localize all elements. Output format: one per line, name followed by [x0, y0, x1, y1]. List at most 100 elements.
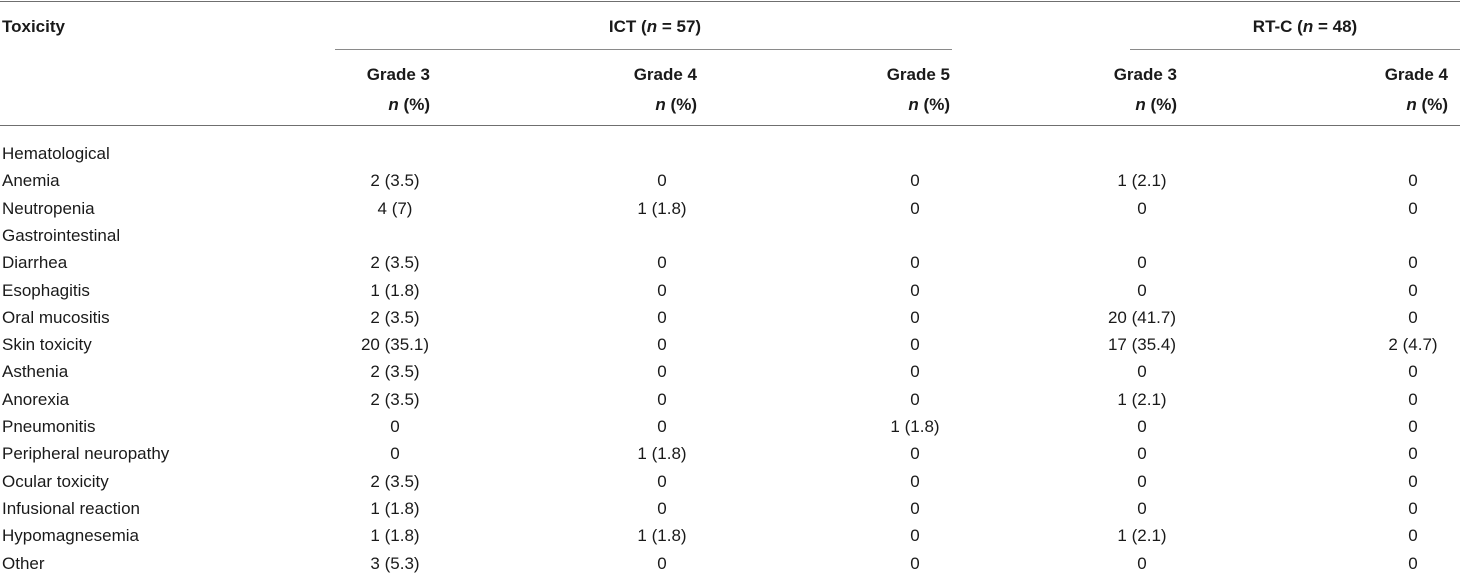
table-cell: 0	[1137, 281, 1147, 300]
table-cell: 0	[1408, 199, 1418, 218]
row-label: Ocular toxicity	[2, 472, 109, 491]
table-cell: 1 (1.8)	[637, 526, 687, 545]
table-cell: 0	[910, 335, 920, 354]
table-cell: 0	[910, 281, 920, 300]
table-cell: 0	[1137, 417, 1147, 436]
unit-pct: (%)	[1150, 95, 1177, 114]
unit-n: n	[388, 95, 399, 114]
table-cell: 0	[910, 554, 920, 573]
table-cell: 0	[657, 472, 667, 491]
table-cell: 2 (3.5)	[370, 253, 420, 272]
table-cell: 0	[910, 526, 920, 545]
table-cell: 0	[1137, 472, 1147, 491]
row-label: Esophagitis	[2, 281, 90, 300]
table-cell: 0	[657, 308, 667, 327]
grade-header-5: Grade 4	[1384, 65, 1448, 84]
row-label: Asthenia	[2, 362, 69, 381]
grade-header-3: Grade 5	[886, 65, 950, 84]
group-header-ict: ICT (n = 57)	[608, 17, 702, 36]
table-cell: 4 (7)	[377, 199, 413, 218]
table-cell: 1 (2.1)	[1117, 390, 1167, 409]
table-cell: 0	[1137, 444, 1147, 463]
row-label: Oral mucositis	[2, 308, 110, 327]
table-cell: 0	[1137, 362, 1147, 381]
unit-n: n	[655, 95, 666, 114]
row-label: Infusional reaction	[2, 499, 140, 518]
row-label: Anemia	[2, 171, 60, 190]
table-cell: 0	[910, 362, 920, 381]
table-cell: 0	[657, 335, 667, 354]
table-cell: 1 (1.8)	[637, 199, 687, 218]
row-header-label: Toxicity	[2, 17, 65, 36]
row-label: Anorexia	[2, 390, 70, 409]
table-cell: 0	[1408, 281, 1418, 300]
unit-pct: (%)	[670, 95, 697, 114]
rtc-group-underline	[1130, 49, 1460, 50]
table-cell: 1 (2.1)	[1117, 526, 1167, 545]
row-label: Skin toxicity	[2, 335, 92, 354]
table-cell: 0	[1137, 253, 1147, 272]
table-cell: 0	[1408, 444, 1418, 463]
table-cell: 0	[1408, 171, 1418, 190]
table-cell: 0	[390, 444, 400, 463]
table-cell: 0	[1408, 499, 1418, 518]
table-cell: 1 (1.8)	[637, 444, 687, 463]
unit-header-1: n (%)	[388, 95, 430, 115]
table-cell: 0	[657, 362, 667, 381]
table-cell: 20 (35.1)	[360, 335, 430, 354]
row-label: Diarrhea	[2, 253, 68, 272]
row-label: Hypomagnesemia	[2, 526, 140, 545]
unit-header-3: n (%)	[908, 95, 950, 115]
unit-pct: (%)	[1421, 95, 1448, 114]
grade-header-2: Grade 4	[633, 65, 697, 84]
table-cell: 3 (5.3)	[370, 554, 420, 573]
table-cell: 0	[910, 499, 920, 518]
table-cell: 0	[910, 308, 920, 327]
table-cell: 1 (1.8)	[370, 281, 420, 300]
table-cell: 0	[1408, 472, 1418, 491]
row-label: Hematological	[2, 144, 110, 163]
table-cell: 1 (2.1)	[1117, 171, 1167, 190]
unit-pct: (%)	[403, 95, 430, 114]
unit-header-4: n (%)	[1135, 95, 1177, 115]
table-cell: 0	[657, 499, 667, 518]
row-label: Peripheral neuropathy	[2, 444, 170, 463]
table-cell: 0	[1408, 362, 1418, 381]
table-cell: 0	[1408, 417, 1418, 436]
group-header-rtc: RT-C (n = 48)	[1252, 17, 1358, 36]
table-cell: 0	[657, 554, 667, 573]
table-cell: 0	[910, 253, 920, 272]
unit-n: n	[1135, 95, 1146, 114]
table-cell: 0	[657, 417, 667, 436]
ict-group-underline	[335, 49, 952, 50]
table-cell: 1 (1.8)	[370, 499, 420, 518]
table-cell: 2 (4.7)	[1388, 335, 1438, 354]
header-bottom-rule	[0, 125, 1460, 126]
table-top-rule	[0, 1, 1460, 2]
unit-header-2: n (%)	[655, 95, 697, 115]
table-cell: 17 (35.4)	[1107, 335, 1177, 354]
table-cell: 0	[910, 390, 920, 409]
table-cell: 20 (41.7)	[1107, 308, 1177, 327]
table-cell: 0	[1408, 554, 1418, 573]
table-cell: 2 (3.5)	[370, 171, 420, 190]
table-cell: 0	[1408, 308, 1418, 327]
unit-pct: (%)	[923, 95, 950, 114]
unit-n: n	[908, 95, 919, 114]
table-cell: 0	[910, 199, 920, 218]
table-cell: 0	[657, 281, 667, 300]
table-cell: 0	[1137, 199, 1147, 218]
table-cell: 0	[1408, 253, 1418, 272]
table-cell: 0	[1137, 554, 1147, 573]
table-cell: 0	[1408, 526, 1418, 545]
table-cell: 0	[910, 444, 920, 463]
table-cell: 0	[390, 417, 400, 436]
table-cell: 0	[910, 171, 920, 190]
unit-header-5: n (%)	[1406, 95, 1448, 115]
table-cell: 0	[1137, 499, 1147, 518]
table-cell: 0	[657, 390, 667, 409]
table-cell: 2 (3.5)	[370, 308, 420, 327]
table-cell: 1 (1.8)	[890, 417, 940, 436]
table-cell: 0	[657, 171, 667, 190]
table-cell: 1 (1.8)	[370, 526, 420, 545]
